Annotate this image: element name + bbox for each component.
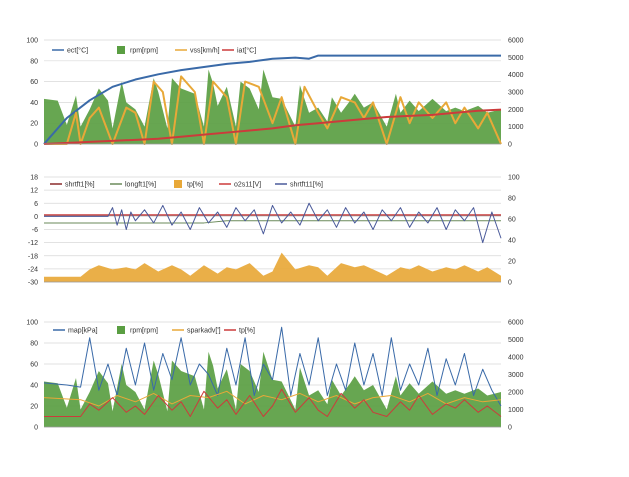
left-tick-label: 20	[30, 121, 38, 128]
line-series	[43, 326, 502, 407]
right-tick-label: 20	[508, 259, 516, 266]
line-series	[43, 390, 502, 407]
legend-swatch	[174, 180, 182, 188]
legend-label: longft1[%]	[125, 182, 156, 189]
right-tick-label: 5000	[508, 337, 524, 344]
right-tick-label: 6000	[508, 320, 524, 327]
left-tick-label: -24	[28, 266, 38, 273]
left-tick-label: -18	[28, 253, 38, 260]
legend-label: shrtft1[%]	[65, 182, 95, 189]
left-tick-label: 0	[34, 214, 38, 221]
right-tick-label: 4000	[508, 72, 524, 79]
legend-label: tp[%]	[187, 182, 203, 189]
left-tick-label: 12	[30, 188, 38, 195]
right-tick-label: 1000	[508, 124, 524, 131]
legend-label: rpm[rpm]	[130, 48, 158, 55]
line-series	[44, 388, 502, 417]
legend-label: o2s11[V]	[234, 182, 261, 189]
legend-label: map[kPa]	[68, 328, 98, 335]
right-tick-label: 40	[508, 238, 516, 245]
right-tick-label: 0	[508, 142, 512, 149]
right-tick-label: 80	[508, 196, 516, 203]
right-tick-label: 2000	[508, 107, 524, 114]
left-tick-label: 0	[34, 425, 38, 432]
legend-label: vss[km/h]	[190, 48, 220, 55]
legend-label: tp[%]	[239, 328, 255, 335]
right-tick-label: 5000	[508, 55, 524, 62]
left-tick-label: 100	[26, 320, 38, 327]
area-series	[44, 351, 501, 427]
right-tick-label: 2000	[508, 390, 524, 397]
legend-label: ect[°C]	[67, 47, 88, 55]
right-tick-label: 100	[508, 175, 520, 182]
line-series	[43, 108, 502, 145]
left-tick-label: 80	[30, 341, 38, 348]
left-tick-label: 6	[34, 201, 38, 208]
right-tick-label: 0	[508, 280, 512, 287]
left-tick-label: 40	[30, 383, 38, 390]
legend-label: sparkadv[']	[187, 328, 221, 335]
chart-panel-3: 0204060801000100020003000400050006000map…	[26, 320, 523, 432]
right-tick-label: 3000	[508, 90, 524, 97]
left-tick-label: -6	[32, 227, 38, 234]
right-tick-label: 1000	[508, 407, 524, 414]
legend-swatch	[117, 46, 125, 54]
left-tick-label: 18	[30, 175, 38, 182]
left-tick-label: 100	[26, 38, 38, 45]
left-tick-label: 60	[30, 79, 38, 86]
left-tick-label: -12	[28, 240, 38, 247]
right-tick-label: 0	[508, 425, 512, 432]
right-tick-label: 3000	[508, 372, 524, 379]
right-tick-label: 60	[508, 217, 516, 224]
legend-label: rpm[rpm]	[130, 328, 158, 335]
legend-swatch	[117, 326, 125, 334]
left-tick-label: 40	[30, 100, 38, 107]
line-series	[43, 54, 501, 145]
area-series	[44, 69, 501, 144]
line-series	[44, 202, 502, 244]
left-tick-label: 60	[30, 362, 38, 369]
chart-panel-1: 0204060801000100020003000400050006000ect…	[26, 38, 523, 149]
left-tick-label: 80	[30, 58, 38, 65]
area-series	[44, 252, 501, 282]
left-tick-label: -30	[28, 280, 38, 287]
left-tick-label: 20	[30, 404, 38, 411]
left-tick-label: 0	[34, 142, 38, 149]
right-tick-label: 4000	[508, 355, 524, 362]
legend-label: iat[°C]	[237, 47, 256, 55]
line-series	[44, 220, 501, 224]
right-tick-label: 6000	[508, 38, 524, 45]
legend-label: shrtft11[%]	[290, 182, 323, 189]
